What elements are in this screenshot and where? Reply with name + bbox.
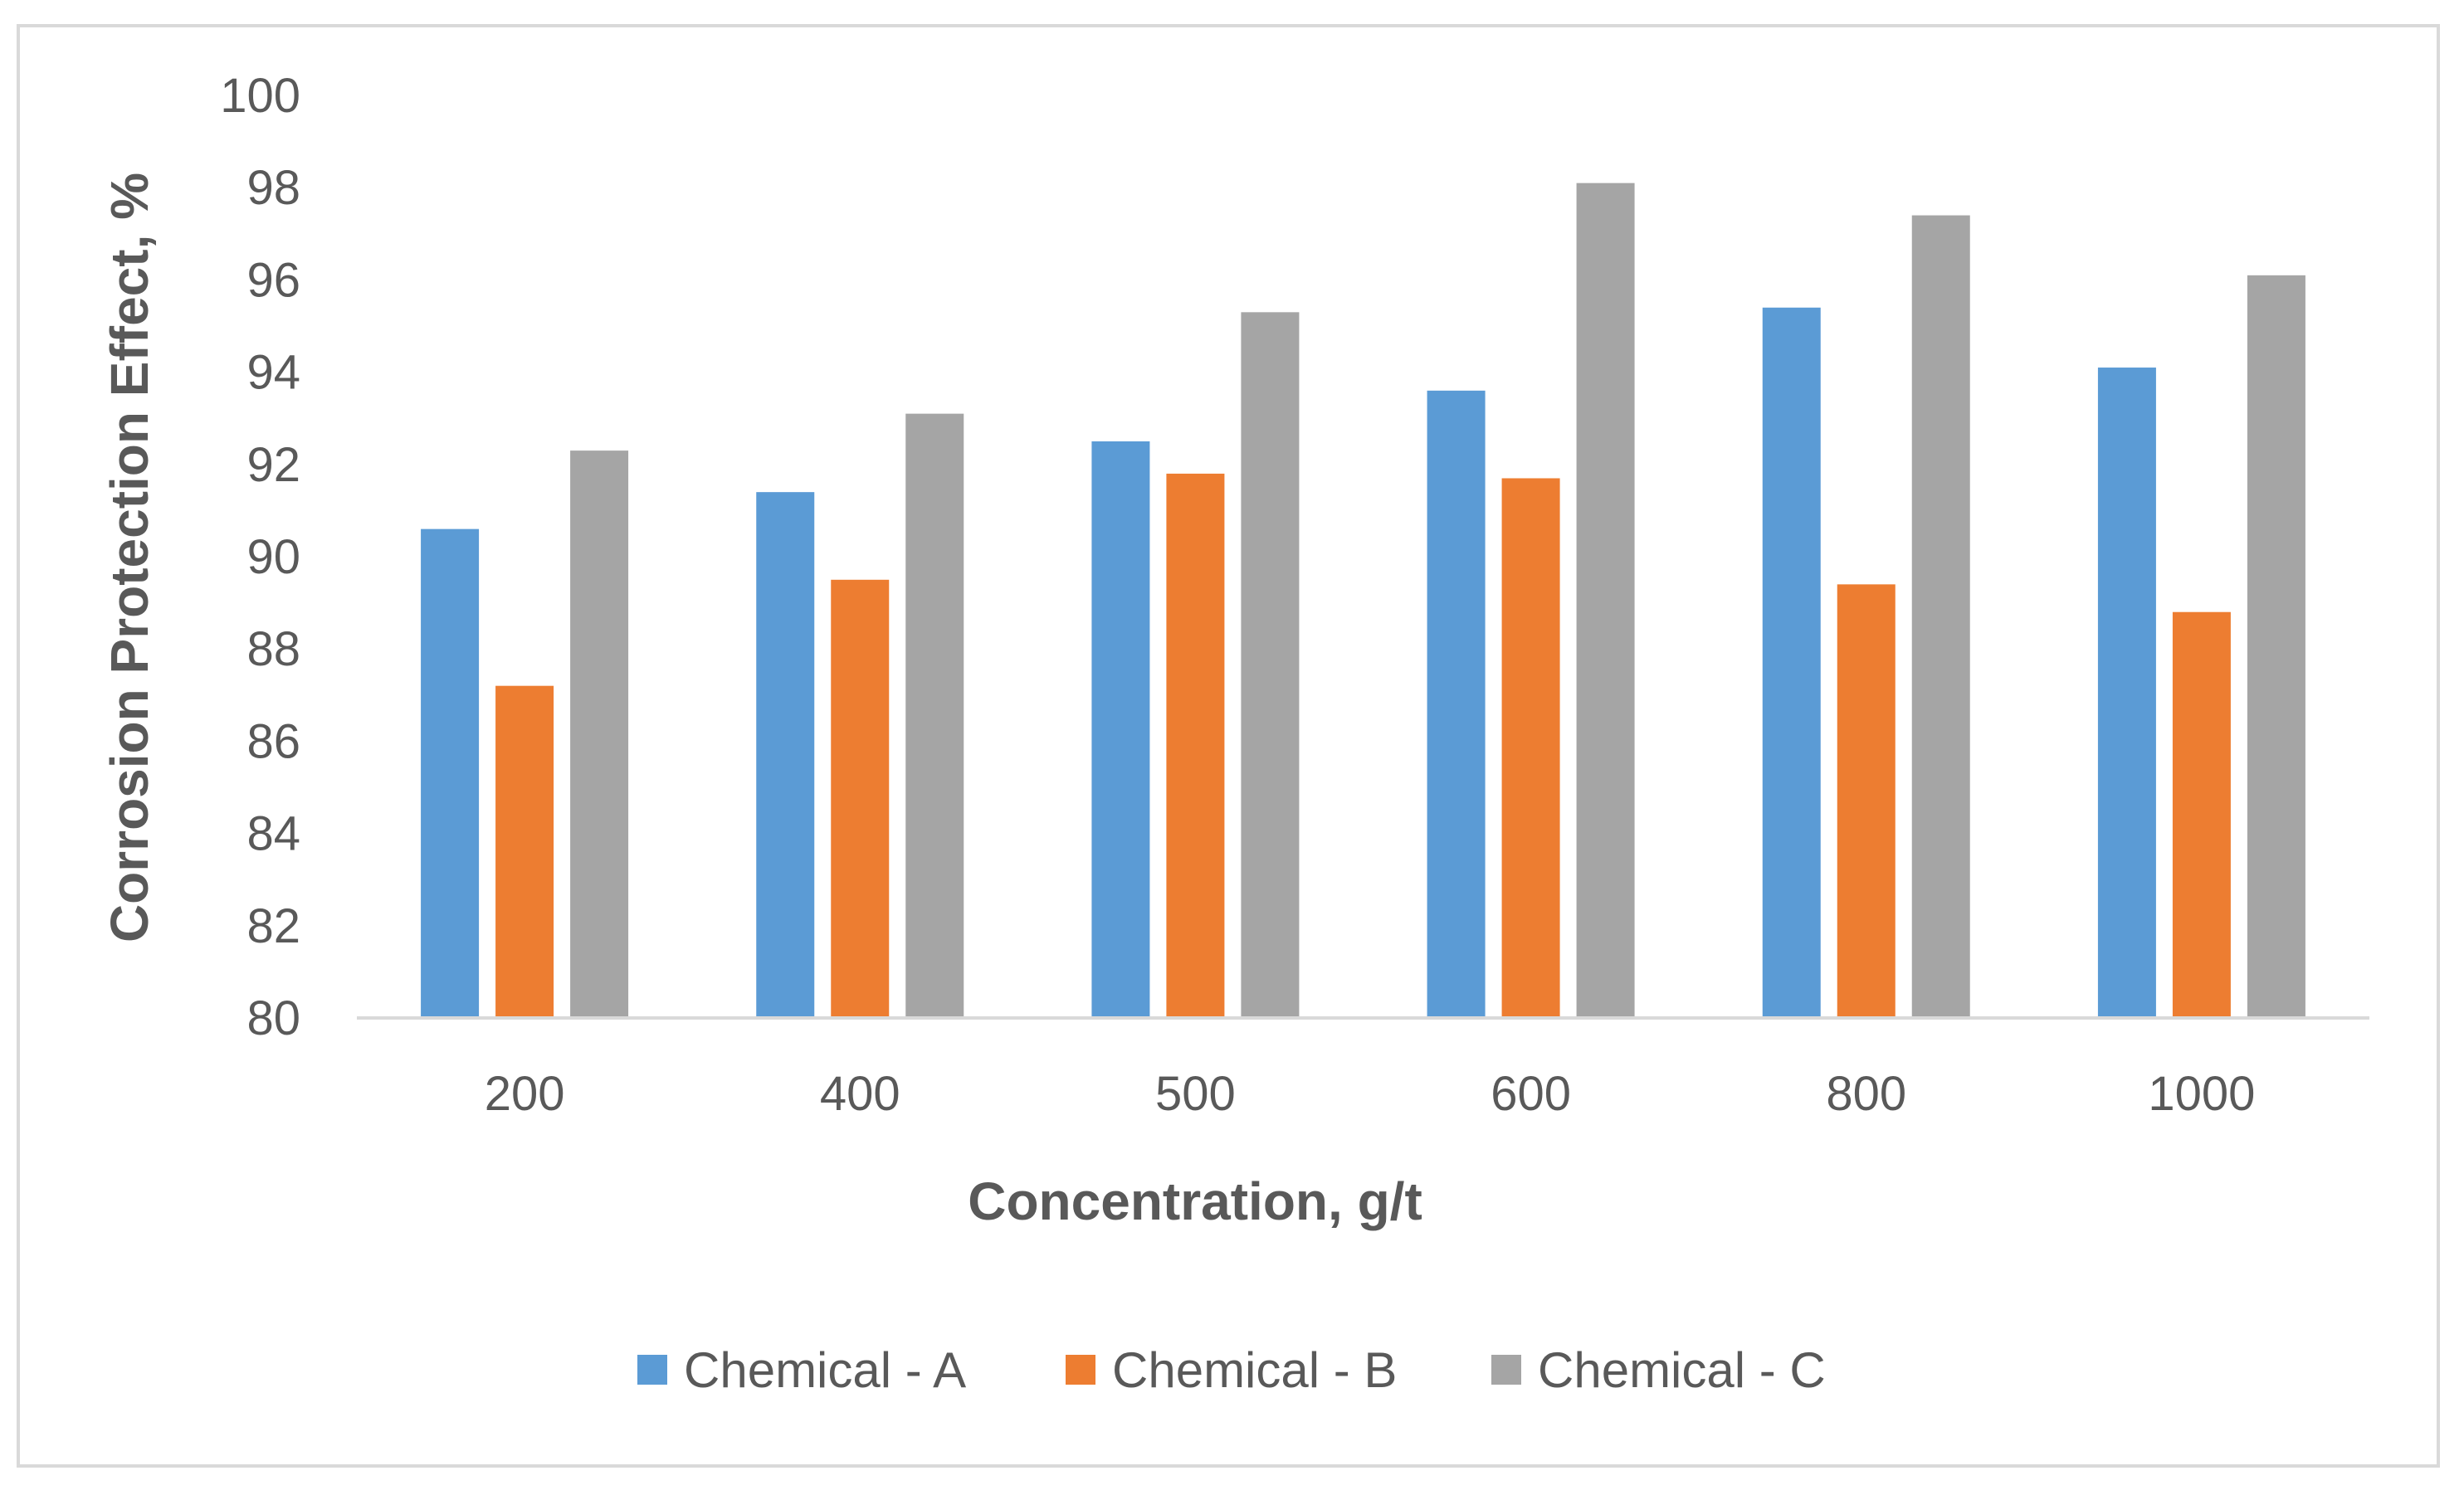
y-tick-label: 90 <box>246 530 300 584</box>
bar-chemical-b-400 <box>831 579 890 1018</box>
y-tick-label: 82 <box>246 899 300 953</box>
x-tick-label: 500 <box>1155 1067 1236 1121</box>
y-tick-label: 94 <box>246 346 300 400</box>
bar-chemical-b-600 <box>1501 478 1560 1018</box>
bar-chemical-c-600 <box>1576 183 1635 1018</box>
legend-label: Chemical - B <box>1112 1342 1397 1398</box>
legend[interactable]: Chemical - A Chemical - B Chemical - C <box>637 1342 1826 1398</box>
y-tick-label: 92 <box>246 438 300 492</box>
legend-swatch <box>1066 1355 1095 1385</box>
x-axis-ticks: 200 400 500 600 800 1000 <box>485 1067 2256 1121</box>
legend-label: Chemical - A <box>684 1342 966 1398</box>
x-tick-label: 200 <box>485 1067 565 1121</box>
bars-layer <box>421 183 2305 1019</box>
y-tick-label: 100 <box>220 69 300 123</box>
y-axis-title: Corrosion Protection Effect, % <box>100 173 159 942</box>
legend-swatch <box>1491 1355 1521 1385</box>
y-axis-ticks: 80 82 84 86 88 90 92 94 96 98 100 <box>220 69 300 1045</box>
y-tick-label: 88 <box>246 622 300 676</box>
bar-chemical-b-800 <box>1837 584 1896 1018</box>
x-tick-label: 400 <box>820 1067 900 1121</box>
x-axis-title: Concentration, g/t <box>968 1171 1422 1231</box>
y-tick-label: 98 <box>246 161 300 215</box>
bar-chemical-c-400 <box>905 413 964 1018</box>
legend-swatch <box>637 1355 667 1385</box>
bar-chemical-a-500 <box>1091 441 1150 1018</box>
bar-chemical-c-500 <box>1241 312 1300 1018</box>
bar-chemical-c-800 <box>1911 215 1970 1018</box>
y-tick-label: 84 <box>246 807 300 861</box>
bar-chemical-c-200 <box>570 450 629 1018</box>
x-tick-label: 1000 <box>2148 1067 2255 1121</box>
legend-label: Chemical - C <box>1538 1342 1826 1398</box>
bar-chemical-a-1000 <box>2097 368 2156 1018</box>
y-tick-label: 86 <box>246 714 300 768</box>
chart-frame <box>17 24 2440 1468</box>
bar-chemical-a-200 <box>421 528 480 1018</box>
bar-chemical-a-400 <box>756 492 815 1018</box>
legend-item-chemical-c[interactable]: Chemical - C <box>1491 1342 1826 1398</box>
bar-chemical-b-1000 <box>2172 611 2231 1018</box>
bar-chemical-c-1000 <box>2247 275 2305 1019</box>
legend-item-chemical-a[interactable]: Chemical - A <box>637 1342 966 1398</box>
bar-chemical-a-800 <box>1762 307 1821 1018</box>
y-tick-label: 96 <box>246 253 300 307</box>
bar-chemical-b-500 <box>1166 473 1225 1018</box>
bar-chemical-b-200 <box>495 685 554 1018</box>
x-tick-label: 800 <box>1826 1067 1906 1121</box>
y-tick-label: 80 <box>246 991 300 1045</box>
x-tick-label: 600 <box>1491 1067 1571 1121</box>
bar-chemical-a-600 <box>1427 390 1486 1019</box>
legend-item-chemical-b[interactable]: Chemical - B <box>1066 1342 1397 1398</box>
